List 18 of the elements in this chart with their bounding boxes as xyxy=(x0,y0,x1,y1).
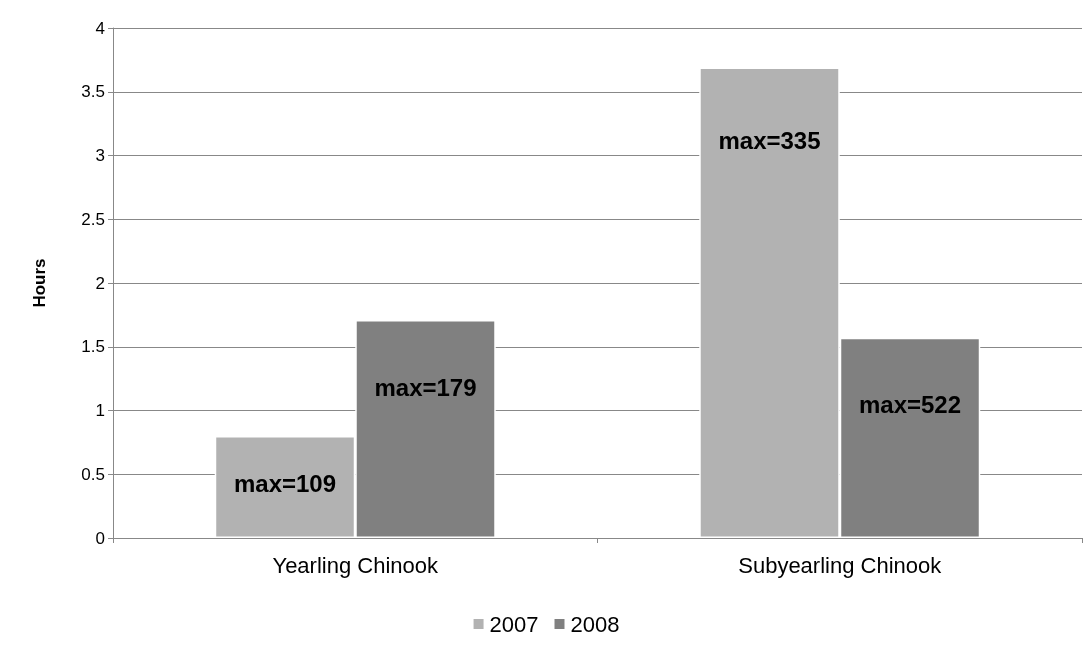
annotation: max=179 xyxy=(374,374,477,402)
annotation: max=109 xyxy=(233,469,337,497)
y-tick-label: 2 xyxy=(95,273,105,293)
y-tick-label: 4 xyxy=(95,18,105,38)
y-tick-label: 1 xyxy=(95,401,105,420)
y-axis-title: Hours xyxy=(30,258,49,308)
legend-label: 2008 xyxy=(570,611,620,637)
x-tick-label: Yearling Chinook xyxy=(272,552,440,578)
y-tick-label: 1.5 xyxy=(81,337,105,357)
y-tick-label: 2.5 xyxy=(81,209,105,229)
y-tick-label: 3 xyxy=(95,146,105,165)
x-tick-label: Subyearling Chinook xyxy=(738,552,943,578)
legend-label: 2007 xyxy=(489,611,539,637)
y-tick-label: 0.5 xyxy=(81,464,105,484)
y-tick-label: 3.5 xyxy=(81,82,105,102)
annotation: max=335 xyxy=(718,126,821,154)
annotation: max=522 xyxy=(858,390,962,418)
y-tick-label: 0 xyxy=(95,528,105,548)
